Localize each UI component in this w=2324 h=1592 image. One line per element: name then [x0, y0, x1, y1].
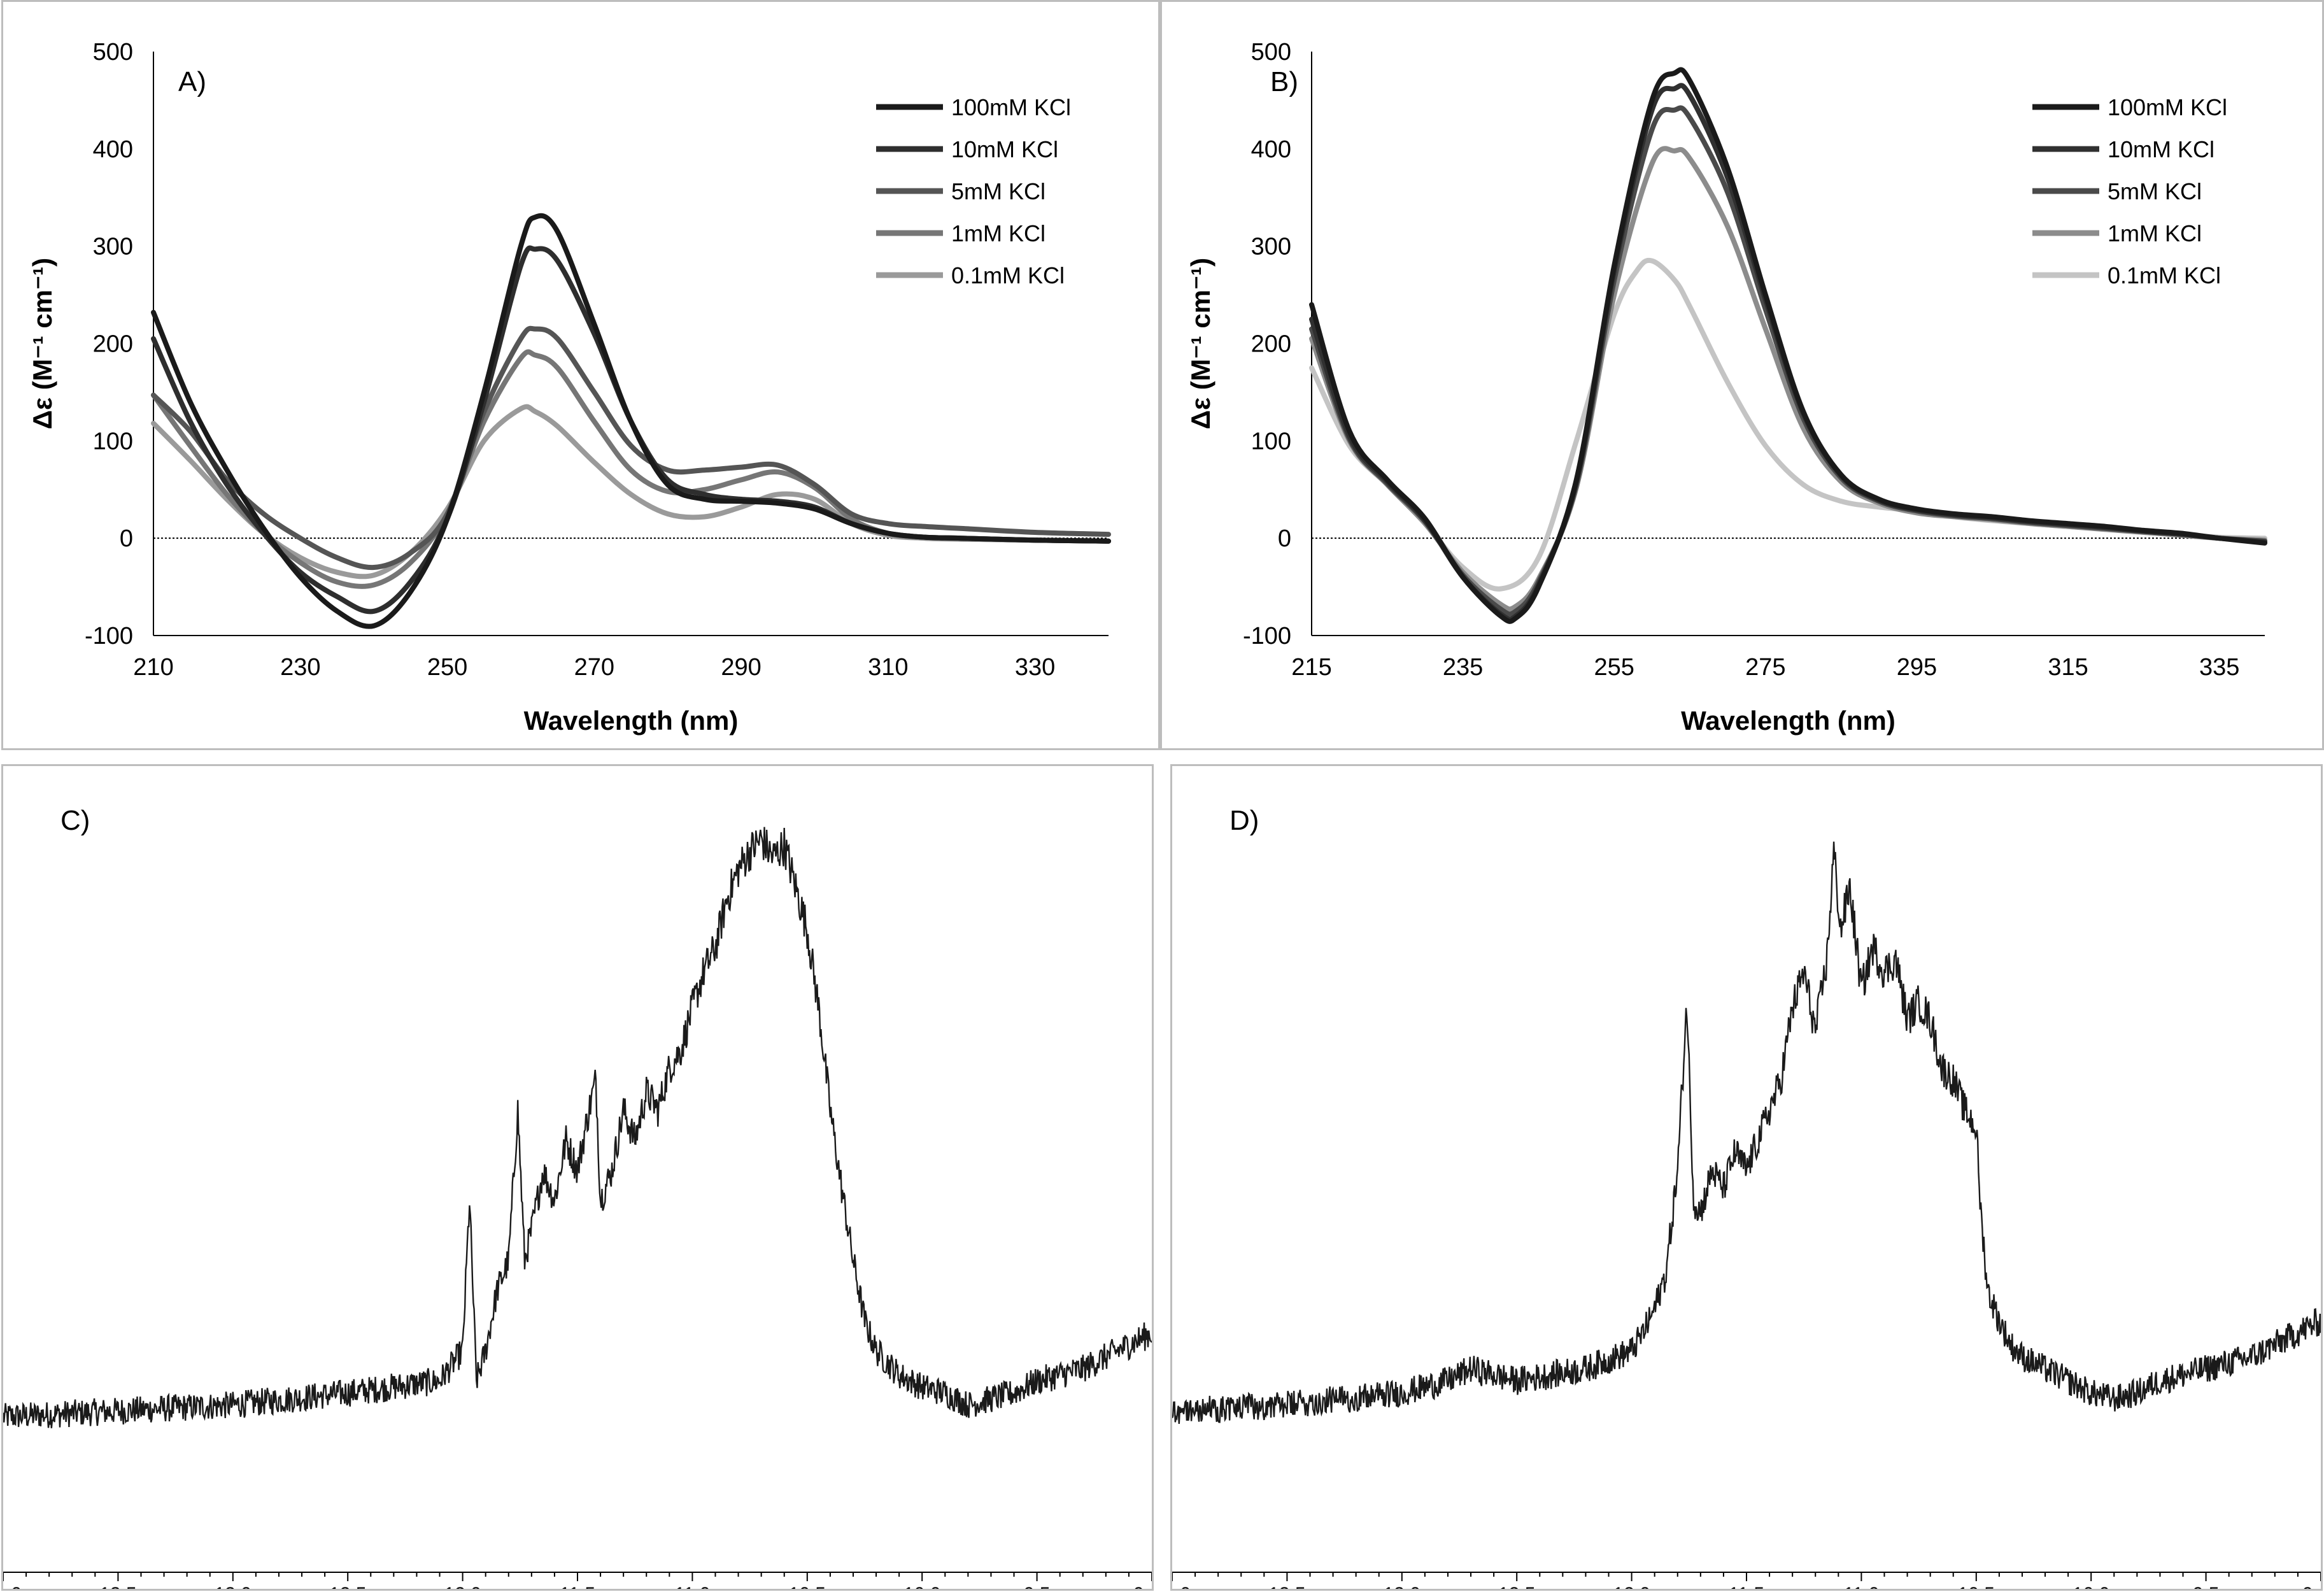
series-line: [151, 404, 1111, 579]
nmr-spectrum-line: [3, 827, 1152, 1428]
x-tick-label: 230: [280, 654, 320, 681]
nmr-chart-c: 13.5 13.0 12.5 12.0 11.5 11.0 10.5 10.0 9.5 .0 9. p…: [3, 805, 1152, 1589]
y-tick-label: 0: [120, 525, 133, 552]
legend-label: 1mM KCl: [951, 220, 1045, 246]
x-tick-label: 13.5: [1268, 1584, 1305, 1589]
y-tick-label: 400: [93, 136, 133, 163]
panel-a: -100 0 100 200 300 400 500 210 230 250 270 290 310 33…: [1, 0, 1160, 750]
panel-b: -100 0 100 200 300 400 500 215 235 255 275 295 315 33…: [1160, 0, 2324, 750]
y-tick-label: 200: [93, 331, 133, 358]
series-line: [1309, 67, 2267, 624]
x-tick-label: 255: [1594, 654, 1634, 681]
x-tick-label: 13.5: [99, 1584, 136, 1589]
panel-label: C): [60, 805, 90, 836]
x-tick-label: 9.5: [2193, 1584, 2220, 1589]
y-tick-label: 500: [93, 39, 133, 66]
x-tick-label: 12.0: [1613, 1584, 1650, 1589]
x-tick-label: 315: [2048, 654, 2088, 681]
legend-label: 100mM KCl: [951, 94, 1071, 120]
x-tick-label: 10.5: [1958, 1584, 1995, 1589]
legend-label: 5mM KCl: [951, 178, 1045, 204]
x-tick-label: 250: [427, 654, 467, 681]
legend-label: 100mM KCl: [2108, 94, 2227, 120]
y-axis-title: Δε (M⁻¹ cm⁻¹): [27, 258, 57, 429]
panel-label: A): [178, 66, 206, 97]
y-tick-label: 200: [1251, 331, 1291, 358]
series-line: [1309, 257, 2267, 592]
y-tick-label: 100: [93, 428, 133, 455]
x-tick-label: 215: [1291, 654, 1331, 681]
x-tick-label: 12.5: [329, 1584, 366, 1589]
x-tick-label: 10.5: [789, 1584, 826, 1589]
legend-label: 0.1mM KCl: [2108, 262, 2221, 288]
series-line: [151, 325, 1111, 571]
x-tick-label: 235: [1443, 654, 1483, 681]
x-axis-title: Wavelength (nm): [524, 706, 739, 736]
x-tick-label: 12.5: [1498, 1584, 1535, 1589]
x-tick-label: 270: [574, 654, 614, 681]
x-tick-label: 10.0: [2072, 1584, 2109, 1589]
y-tick-label: 500: [1251, 39, 1291, 66]
x-axis-title: ppm: [639, 1587, 669, 1589]
x-tick-label: .0: [1175, 1584, 1191, 1589]
x-tick-label: 210: [133, 654, 173, 681]
x-tick-label: 290: [721, 654, 761, 681]
x-tick-label: 310: [868, 654, 908, 681]
y-tick-label: 300: [93, 234, 133, 260]
x-tick-label: 9.: [2302, 1584, 2318, 1589]
y-tick-label: -100: [1243, 623, 1291, 650]
x-tick-label: 295: [1897, 654, 1937, 681]
x-tick-label: 12.0: [444, 1584, 481, 1589]
y-tick-label: -100: [85, 623, 133, 650]
panel-d: 13.5 13.0 12.5 12.0 11.5 11.0 10.5 10.0 9.5 .0 9. p…: [1170, 764, 2323, 1591]
legend-label: 0.1mM KCl: [951, 262, 1065, 288]
x-tick-label: 330: [1015, 654, 1055, 681]
x-tick-label: .0: [6, 1584, 22, 1589]
series-line: [151, 349, 1111, 589]
cd-chart-a: -100 0 100 200 300 400 500 210 230 250 270 290 310 33…: [27, 39, 1111, 736]
legend-label: 5mM KCl: [2108, 178, 2202, 204]
y-tick-label: 400: [1251, 136, 1291, 163]
x-tick-label: 275: [1745, 654, 1785, 681]
x-axis-title: Wavelength (nm): [1681, 706, 1895, 736]
x-tick-label: 11.5: [1729, 1584, 1764, 1589]
legend-label: 1mM KCl: [2108, 220, 2202, 246]
series-line: [151, 213, 1111, 629]
x-tick-label: 335: [2199, 654, 2239, 681]
x-tick-label: 13.0: [215, 1584, 252, 1589]
x-tick-label: 11.5: [560, 1584, 595, 1589]
x-tick-label: 13.0: [1384, 1584, 1421, 1589]
panel-label: B): [1270, 66, 1298, 97]
x-tick-label: 10.0: [903, 1584, 940, 1589]
nmr-spectrum-line: [1172, 841, 2321, 1425]
x-tick-label: 11.0: [674, 1584, 710, 1589]
x-tick-label: 11.0: [1843, 1584, 1879, 1589]
x-axis-title: ppm: [1808, 1587, 1838, 1589]
panel-c: 13.5 13.0 12.5 12.0 11.5 11.0 10.5 10.0 9.5 .0 9. p…: [1, 764, 1154, 1591]
series-line: [1309, 83, 2267, 622]
nmr-chart-d: 13.5 13.0 12.5 12.0 11.5 11.0 10.5 10.0 9.5 .0 9. p…: [1172, 805, 2321, 1589]
y-tick-label: 0: [1278, 525, 1291, 552]
legend-label: 10mM KCl: [951, 136, 1058, 162]
x-tick-label: 9.5: [1024, 1584, 1051, 1589]
panel-label: D): [1229, 805, 1259, 836]
x-tick-label: 9.: [1133, 1584, 1149, 1589]
y-tick-label: 300: [1251, 234, 1291, 260]
y-axis-title: Δε (M⁻¹ cm⁻¹): [1186, 258, 1215, 429]
legend-label: 10mM KCl: [2108, 136, 2214, 162]
y-tick-label: 100: [1251, 428, 1291, 455]
cd-chart-b: -100 0 100 200 300 400 500 215 235 255 275 295 315 33…: [1186, 39, 2267, 736]
